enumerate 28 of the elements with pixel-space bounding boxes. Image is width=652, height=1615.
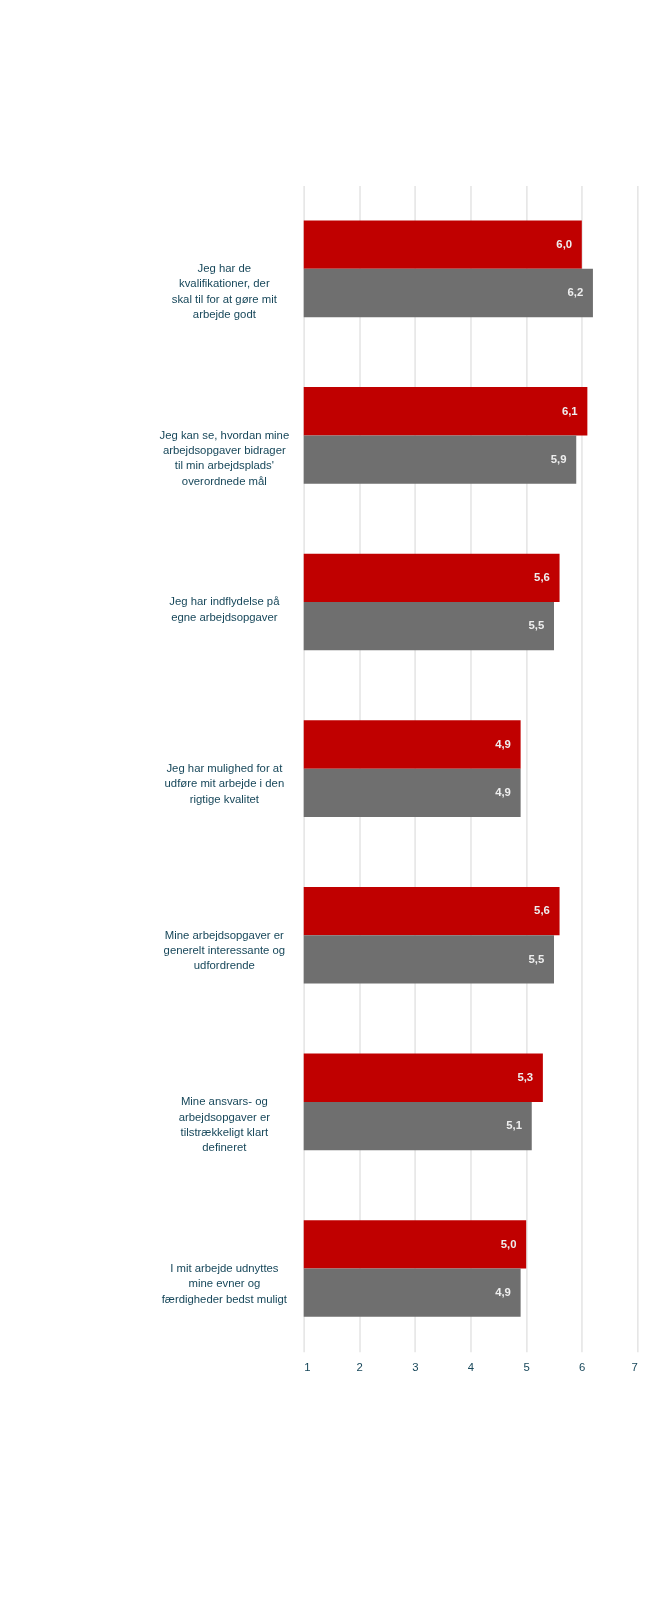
data-label: 5,0: [500, 1237, 517, 1250]
x-tick-label: 5: [523, 1360, 530, 1373]
y-tick-label: Mine ansvars- og arbejdsopgaver er tilstrækkeligt klart defineret: [178, 1095, 271, 1154]
data-label: 5,5: [528, 619, 545, 632]
data-label: 5,1: [506, 1119, 523, 1132]
data-label: 5,6: [534, 904, 550, 917]
x-tick-label: 1: [304, 1360, 311, 1373]
x-tick-label: 4: [467, 1360, 475, 1373]
x-tick-label: 2: [356, 1360, 363, 1373]
y-tick-label: Jeg kan se, hvordan mine arbejdsopgaver bidrager til min arbejdsplads' overordnede mål: [159, 428, 290, 487]
data-label: 6,0: [556, 237, 573, 250]
data-label: 5,9: [550, 452, 567, 465]
y-tick-label: Jeg har indflydelse på egne arbejdsopgaver: [169, 595, 281, 623]
data-label: 4,9: [495, 1285, 511, 1298]
y-tick-label: Mine arbejdsopgaver er generelt interessante og udfordrende: [163, 928, 286, 972]
data-label: 6,1: [561, 404, 578, 417]
data-label: 4,9: [495, 786, 511, 799]
y-tick-label: I mit arbejde udnyttes mine evner og færdigheder bedst muligt: [161, 1261, 288, 1305]
data-label: 6,2: [567, 286, 584, 299]
data-label: 5,3: [517, 1070, 534, 1083]
x-tick-label: 3: [412, 1360, 419, 1373]
y-tick-label: Jeg har mulighed for at udføre mit arbejde i den rigtige kvalitet: [164, 761, 285, 805]
y-tick-label: Jeg har de kvalifikationer, der skal til for at gøre mit arbejde godt: [171, 262, 278, 321]
data-label: 5,6: [534, 571, 550, 584]
x-tick-label: 6: [579, 1360, 586, 1373]
data-label: 4,9: [495, 737, 511, 750]
x-tick-label: 7: [631, 1360, 638, 1373]
data-label: 5,5: [528, 952, 545, 965]
